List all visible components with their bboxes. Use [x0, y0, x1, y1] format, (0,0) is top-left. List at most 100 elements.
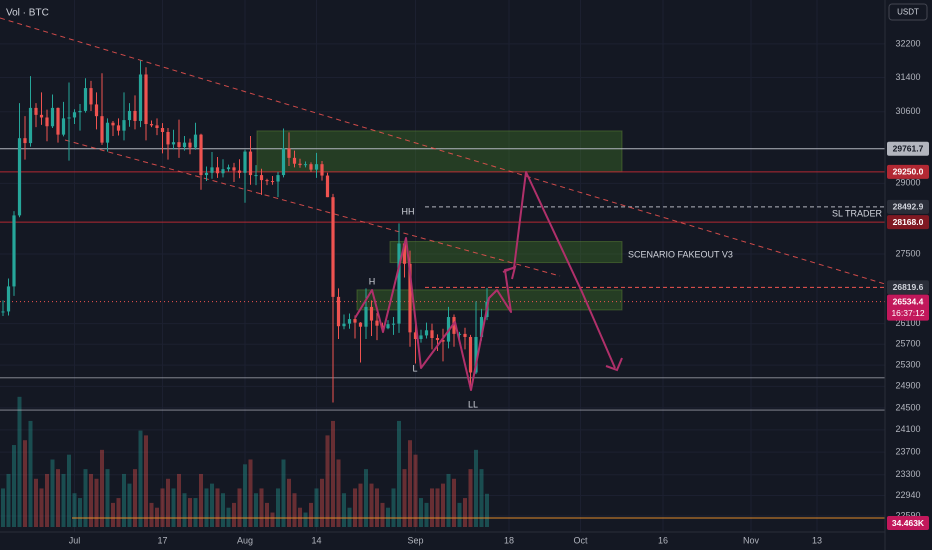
candle-body: [375, 320, 379, 326]
candle-body: [353, 319, 357, 323]
volume-bar: [149, 502, 154, 527]
candle-body: [336, 296, 341, 327]
candle-body: [435, 338, 440, 341]
candle-body: [468, 336, 473, 373]
level-box: [887, 164, 929, 179]
volume-bar: [320, 478, 324, 527]
candle-body: [166, 131, 170, 145]
volume-bar: [287, 478, 291, 527]
volume-bar: [485, 493, 489, 527]
volume-bar: [413, 454, 418, 527]
candle-body: [226, 167, 231, 170]
candle-body: [133, 110, 137, 121]
volume-bar: [364, 469, 368, 527]
candle-body: [457, 333, 462, 335]
y-tick-label: 23300: [895, 469, 920, 479]
candle-body: [292, 157, 297, 164]
volume-box: [887, 516, 929, 530]
candle-body: [463, 333, 467, 337]
candle-body: [177, 142, 181, 148]
volume-bar: [342, 493, 346, 527]
candle-body: [193, 134, 198, 148]
volume-bar: [452, 478, 456, 527]
candle-body: [61, 118, 66, 135]
volume-bar: [100, 449, 104, 527]
volume: [1, 396, 489, 527]
volume-bar: [94, 478, 99, 527]
x-tick-label: 13: [812, 535, 822, 545]
volume-bar: [78, 498, 82, 527]
candle-body: [182, 142, 187, 148]
volume-bar: [479, 469, 484, 527]
candle-body: [309, 164, 313, 170]
level-box: [887, 215, 929, 230]
volume-bar: [122, 473, 126, 527]
candle-body: [265, 180, 269, 182]
volume-bar: [265, 502, 269, 527]
candle-body: [50, 107, 55, 127]
candle-body: [424, 330, 429, 336]
volume-bar: [1, 488, 5, 527]
candle-body: [34, 107, 38, 115]
candle-body: [452, 317, 456, 334]
last-price: 26534.4: [893, 296, 924, 306]
level-label: 29761.7: [893, 144, 924, 154]
y-tick-label: 23700: [895, 446, 920, 456]
candle-body: [419, 335, 423, 340]
candle-body: [39, 114, 44, 118]
candle-body: [155, 125, 159, 129]
candle-body: [430, 330, 434, 339]
volume-bar: [116, 498, 121, 527]
candle-body: [298, 163, 302, 166]
candle-body: [199, 134, 203, 176]
volume-bar: [353, 488, 357, 527]
candle-body: [171, 142, 176, 145]
volume-bar: [408, 440, 412, 527]
level-label: 26819.6: [893, 282, 924, 292]
volume-bar: [248, 459, 253, 527]
volume-bar: [127, 483, 132, 527]
volume-bar: [325, 435, 330, 527]
candle-body: [479, 317, 484, 337]
volume-bar: [72, 493, 77, 527]
candle-body: [17, 138, 22, 216]
volume-bar: [419, 498, 423, 527]
volume-bar: [259, 488, 264, 527]
currency: USDT: [897, 8, 919, 17]
volume-bar: [182, 493, 187, 527]
scenario-path: [354, 171, 616, 391]
candle-body: [215, 167, 220, 174]
y-tick-label: 31400: [895, 72, 920, 82]
y-tick-label: 22940: [895, 490, 920, 500]
y-tick-label: 25700: [895, 339, 920, 349]
volume-bar: [391, 488, 396, 527]
candle-body: [474, 336, 478, 373]
candle-body: [138, 74, 143, 121]
volume-bar: [12, 445, 16, 527]
candle-body: [259, 175, 264, 181]
candle-body: [149, 124, 154, 126]
volume-bar: [331, 420, 335, 527]
y-tick-label: 24500: [895, 402, 920, 412]
volume-bar: [375, 488, 379, 527]
y-tick-label: 24900: [895, 381, 920, 391]
candle-body: [105, 122, 110, 143]
x-tick-label: 17: [157, 535, 167, 545]
volume-bar: [386, 507, 390, 527]
candle-body: [320, 164, 324, 176]
candle-body: [441, 340, 445, 342]
volume-bar: [463, 498, 467, 527]
candle-body: [188, 142, 192, 148]
volume-bar: [56, 469, 60, 527]
volume-bar: [204, 488, 209, 527]
annotation: HH: [402, 206, 415, 216]
candle-body: [248, 151, 253, 176]
candle-body: [221, 169, 225, 174]
candle-body: [210, 167, 214, 173]
volume-bar: [309, 502, 313, 527]
candle-body: [314, 164, 319, 170]
volume-bar: [188, 498, 192, 527]
volume-bar: [50, 459, 55, 527]
candle-body: [56, 107, 60, 135]
